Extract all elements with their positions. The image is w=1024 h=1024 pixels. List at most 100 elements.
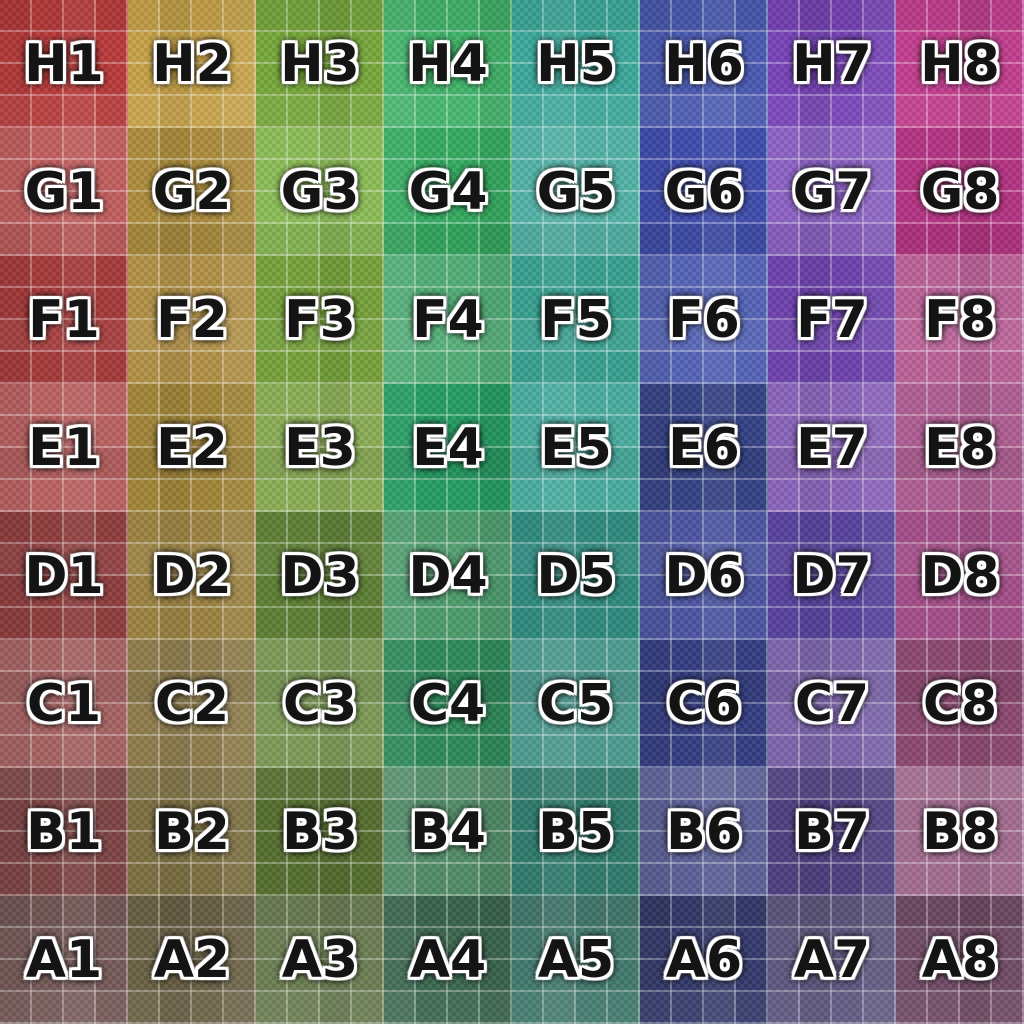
grid-cell-a5[interactable]: A5 [512,896,640,1024]
grid-cell-b1[interactable]: B1 [0,768,128,896]
grid-cell-c4[interactable]: C4 [384,640,512,768]
cell-label: A1 [25,930,103,990]
grid-cell-h4[interactable]: H4 [384,0,512,128]
grid-cell-f8[interactable]: F8 [896,256,1024,384]
cell-label: E3 [284,418,356,478]
grid-cell-a8[interactable]: A8 [896,896,1024,1024]
cell-label: A4 [409,930,487,990]
grid-cell-h2[interactable]: H2 [128,0,256,128]
grid-cell-a2[interactable]: A2 [128,896,256,1024]
grid-cell-a3[interactable]: A3 [256,896,384,1024]
grid-cell-g7[interactable]: G7 [768,128,896,256]
grid-cell-b2[interactable]: B2 [128,768,256,896]
cell-label: B2 [154,802,230,862]
grid-cell-g6[interactable]: G6 [640,128,768,256]
grid-cell-c8[interactable]: C8 [896,640,1024,768]
cell-label: D4 [408,546,488,606]
cell-label: D5 [536,546,616,606]
cell-label: H4 [408,34,488,94]
cell-label: C7 [794,674,870,734]
grid-cell-b4[interactable]: B4 [384,768,512,896]
grid-cell-e7[interactable]: E7 [768,384,896,512]
grid-cell-e4[interactable]: E4 [384,384,512,512]
grid-cell-c1[interactable]: C1 [0,640,128,768]
grid-cell-f7[interactable]: F7 [768,256,896,384]
grid-cell-d6[interactable]: D6 [640,512,768,640]
grid-cell-f4[interactable]: F4 [384,256,512,384]
grid-cell-d4[interactable]: D4 [384,512,512,640]
grid-cell-e2[interactable]: E2 [128,384,256,512]
cell-label: H6 [664,34,744,94]
grid-cell-f2[interactable]: F2 [128,256,256,384]
grid-cell-f3[interactable]: F3 [256,256,384,384]
cell-label: B6 [666,802,742,862]
grid-cell-d3[interactable]: D3 [256,512,384,640]
cell-label: C4 [410,674,486,734]
grid-cell-c2[interactable]: C2 [128,640,256,768]
cell-label: E7 [796,418,868,478]
grid-cell-h8[interactable]: H8 [896,0,1024,128]
grid-cell-g1[interactable]: G1 [0,128,128,256]
cell-label: G8 [920,162,1000,222]
cell-label: F4 [412,290,484,350]
grid-cell-g5[interactable]: G5 [512,128,640,256]
grid-cell-b3[interactable]: B3 [256,768,384,896]
grid-cell-a4[interactable]: A4 [384,896,512,1024]
grid-cell-a1[interactable]: A1 [0,896,128,1024]
cell-label: F2 [156,290,228,350]
grid-cell-a6[interactable]: A6 [640,896,768,1024]
grid-cell-e5[interactable]: E5 [512,384,640,512]
cell-label: A7 [793,930,871,990]
cell-label: C3 [282,674,358,734]
grid-cell-h6[interactable]: H6 [640,0,768,128]
grid-cell-a7[interactable]: A7 [768,896,896,1024]
cell-label: F3 [284,290,356,350]
cell-label: B3 [282,802,358,862]
cell-label: B7 [794,802,870,862]
grid-cell-h5[interactable]: H5 [512,0,640,128]
cell-label: A8 [921,930,999,990]
cell-label: E2 [156,418,228,478]
cell-label: E6 [668,418,740,478]
grid-cell-d1[interactable]: D1 [0,512,128,640]
grid-cell-h7[interactable]: H7 [768,0,896,128]
cell-label: E4 [412,418,484,478]
grid-cell-e8[interactable]: E8 [896,384,1024,512]
grid-cell-c3[interactable]: C3 [256,640,384,768]
cell-label: G1 [24,162,104,222]
grid-cell-c5[interactable]: C5 [512,640,640,768]
cell-label: D3 [280,546,360,606]
cell-label: H3 [280,34,360,94]
grid-cell-d2[interactable]: D2 [128,512,256,640]
grid-cell-b7[interactable]: B7 [768,768,896,896]
grid-cell-f1[interactable]: F1 [0,256,128,384]
grid-cell-g2[interactable]: G2 [128,128,256,256]
grid-cell-g4[interactable]: G4 [384,128,512,256]
grid-cell-c6[interactable]: C6 [640,640,768,768]
grid-cell-f6[interactable]: F6 [640,256,768,384]
cell-label: G6 [664,162,744,222]
grid-cell-h1[interactable]: H1 [0,0,128,128]
cell-label: D8 [920,546,1000,606]
grid-cell-b6[interactable]: B6 [640,768,768,896]
cell-label: B5 [538,802,614,862]
cell-label: H5 [536,34,616,94]
grid-cell-d7[interactable]: D7 [768,512,896,640]
grid-cell-e6[interactable]: E6 [640,384,768,512]
cell-label: A3 [281,930,359,990]
grid-cell-b8[interactable]: B8 [896,768,1024,896]
grid-cell-g8[interactable]: G8 [896,128,1024,256]
grid-cell-g3[interactable]: G3 [256,128,384,256]
grid-cell-d5[interactable]: D5 [512,512,640,640]
grid-cell-e1[interactable]: E1 [0,384,128,512]
grid-cell-f5[interactable]: F5 [512,256,640,384]
cell-label: G4 [408,162,488,222]
grid-cell-b5[interactable]: B5 [512,768,640,896]
grid-cell-e3[interactable]: E3 [256,384,384,512]
grid-cell-c7[interactable]: C7 [768,640,896,768]
cell-label: E8 [924,418,996,478]
cell-label: G7 [792,162,872,222]
cell-label: H1 [24,34,104,94]
grid-cell-h3[interactable]: H3 [256,0,384,128]
grid-cell-d8[interactable]: D8 [896,512,1024,640]
